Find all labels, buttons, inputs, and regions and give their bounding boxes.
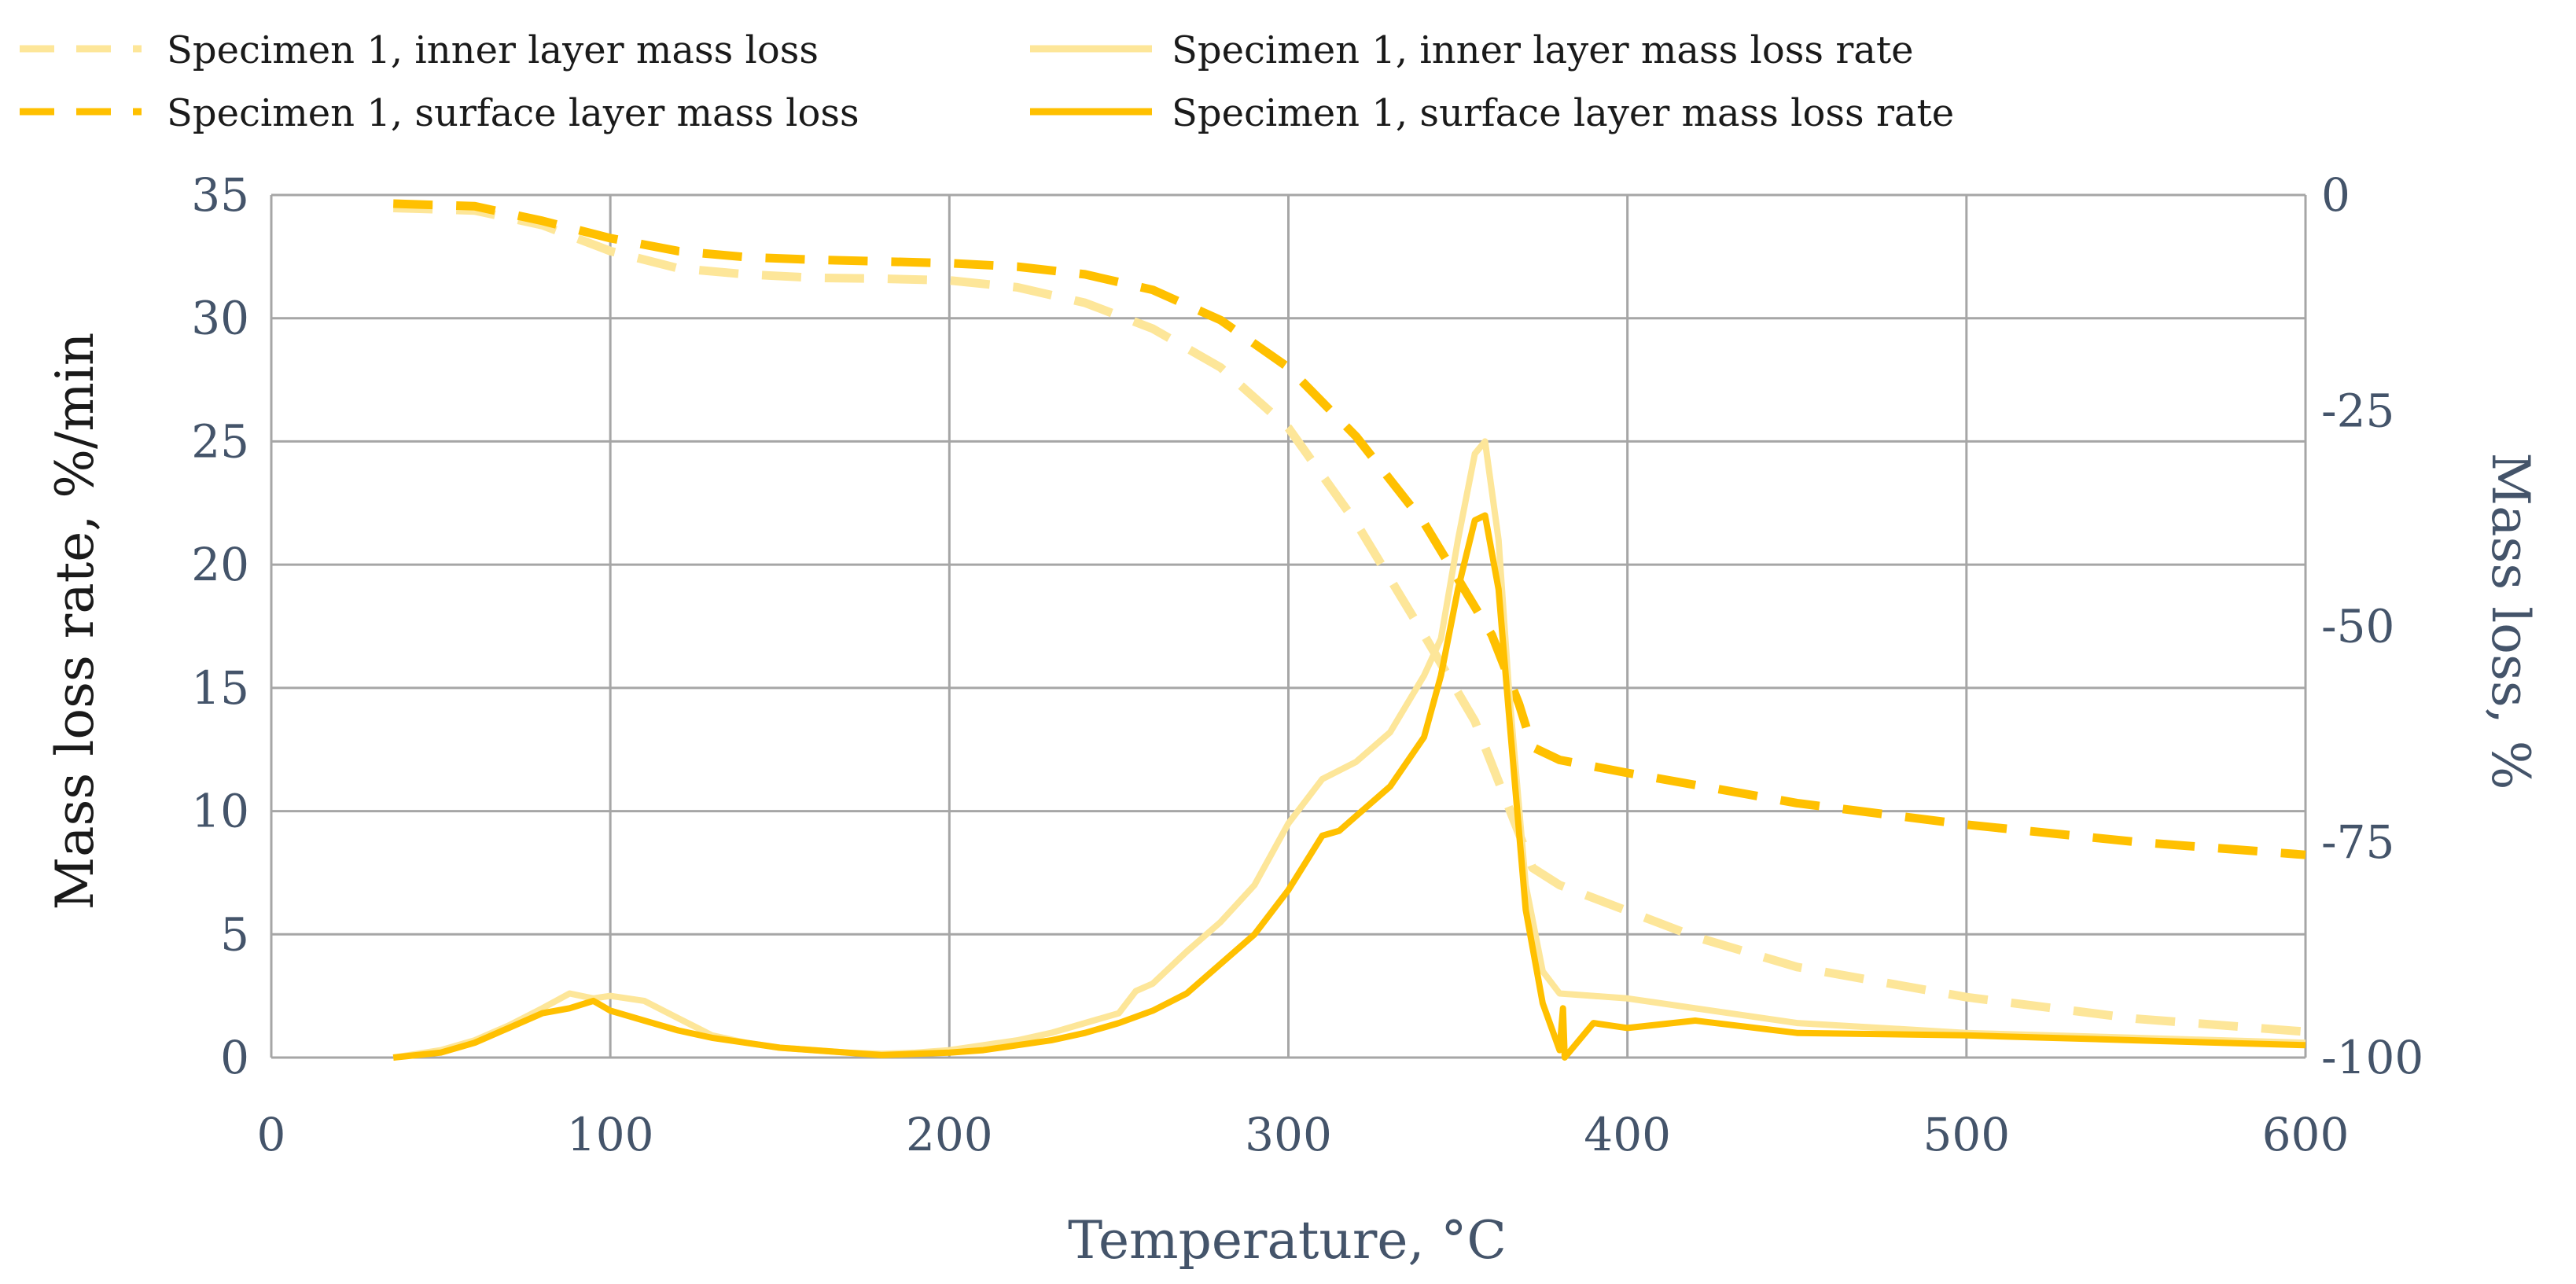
y-tick-label-10: 10 — [191, 785, 249, 838]
y-tick-label-15: 15 — [191, 661, 249, 715]
x-tick-label-100: 100 — [567, 1108, 654, 1161]
y-tick-label-25: 25 — [191, 414, 249, 468]
y2-tick-label-0: 0 — [2321, 168, 2350, 222]
y2-tick-label--50: -50 — [2321, 600, 2394, 653]
y-tick-label-20: 20 — [191, 538, 249, 591]
y2-tick-label--75: -75 — [2321, 815, 2394, 869]
x-tick-label-400: 400 — [1584, 1108, 1671, 1161]
y-tick-label-30: 30 — [191, 292, 249, 345]
y-tick-label-5: 5 — [220, 907, 249, 961]
legend: Specimen 1, inner layer mass loss Specim… — [20, 28, 1954, 135]
legend-label-inner-mass-loss: Specimen 1, inner layer mass loss — [167, 28, 819, 72]
y-tick-label-35: 35 — [191, 168, 249, 222]
x-tick-label-0: 0 — [257, 1108, 286, 1161]
series-lines — [392, 199, 2306, 1061]
tick-labels: 0 5 10 15 20 25 30 35 0 -25 -50 -75 -100 0 100 200 300 40… — [191, 168, 2423, 1161]
y2-tick-label--25: -25 — [2321, 384, 2394, 437]
x-tick-label-300: 300 — [1245, 1108, 1332, 1161]
legend-label-surface-mass-loss-rate: Specimen 1, surface layer mass loss rate — [1172, 91, 1954, 135]
series-line-0 — [393, 204, 2306, 1036]
x-tick-label-600: 600 — [2262, 1108, 2350, 1161]
series-line-3 — [392, 512, 2306, 1061]
legend-label-surface-mass-loss: Specimen 1, surface layer mass loss — [167, 91, 859, 135]
series-line-1 — [393, 199, 2306, 859]
y2-tick-label--100: -100 — [2321, 1031, 2423, 1084]
y-axis-title-left: Mass loss rate, %/min — [45, 333, 105, 911]
y-axis-title-right: Mass loss, % — [2480, 453, 2541, 790]
grid — [270, 193, 2307, 1059]
x-axis-title: Temperature, °C — [1068, 1210, 1507, 1271]
legend-label-inner-mass-loss-rate: Specimen 1, inner layer mass loss rate — [1172, 28, 1914, 72]
series-line-2 — [392, 438, 2306, 1061]
y-tick-label-0: 0 — [220, 1031, 249, 1084]
x-tick-label-200: 200 — [906, 1108, 993, 1161]
x-tick-label-500: 500 — [1923, 1108, 2010, 1161]
